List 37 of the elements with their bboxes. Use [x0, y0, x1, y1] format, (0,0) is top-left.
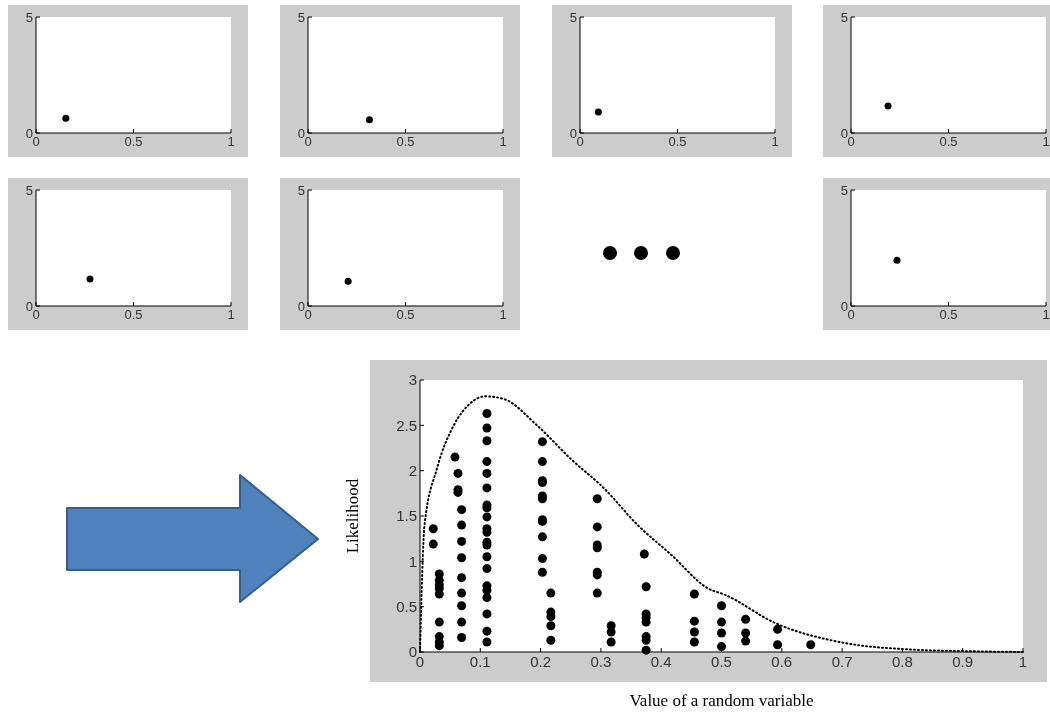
- x-tick-label: 1: [499, 134, 507, 149]
- y-tick-label: 5: [840, 9, 848, 25]
- x-tick-label: 0.9: [952, 653, 974, 670]
- x-tick-label: 0.5: [668, 134, 687, 149]
- y-tick-label: 5: [297, 182, 305, 198]
- x-tick-label: 0.5: [124, 134, 143, 149]
- x-tick-label: 0.5: [939, 307, 958, 322]
- y-tick-label: 5: [25, 182, 33, 198]
- x-tick-label: 1: [1018, 653, 1028, 670]
- x-tick-label: 0.6: [771, 653, 793, 670]
- x-tick-label: 1: [1042, 134, 1050, 149]
- y-tick-label: 5: [840, 182, 848, 198]
- x-tick-label: 0.3: [590, 653, 612, 670]
- x-tick-label: 1: [1042, 307, 1050, 322]
- y-tick-label: 5: [25, 9, 33, 25]
- y-tick-label: 0.5: [396, 597, 417, 615]
- x-tick-label: 0.7: [831, 653, 853, 670]
- x-tick-label: 0.1: [469, 653, 491, 670]
- x-tick-label: 0.5: [124, 307, 143, 322]
- x-axis-title: Value of a random variable: [629, 691, 814, 710]
- y-tick-label: 5: [297, 9, 305, 25]
- x-tick-label: 0.2: [530, 653, 552, 670]
- y-tick-label: 5: [569, 9, 577, 25]
- x-tick-label: 0.5: [711, 653, 732, 670]
- y-tick-label: 2.5: [396, 416, 417, 434]
- x-tick-label: 1: [227, 307, 235, 322]
- y-tick-label: 1.5: [396, 507, 417, 525]
- x-tick-label: 1: [771, 134, 779, 149]
- x-tick-label: 0.5: [939, 134, 958, 149]
- x-tick-label: 0.8: [891, 653, 913, 670]
- x-tick-label: 1: [499, 307, 507, 322]
- y-axis-title: Likelihood: [343, 478, 362, 554]
- y-tick-label: 3: [408, 371, 417, 389]
- x-tick-label: 1: [227, 134, 235, 149]
- y-tick-label: 1: [408, 552, 417, 570]
- x-tick-label: 0.4: [650, 653, 672, 670]
- y-tick-label: 2: [408, 461, 417, 479]
